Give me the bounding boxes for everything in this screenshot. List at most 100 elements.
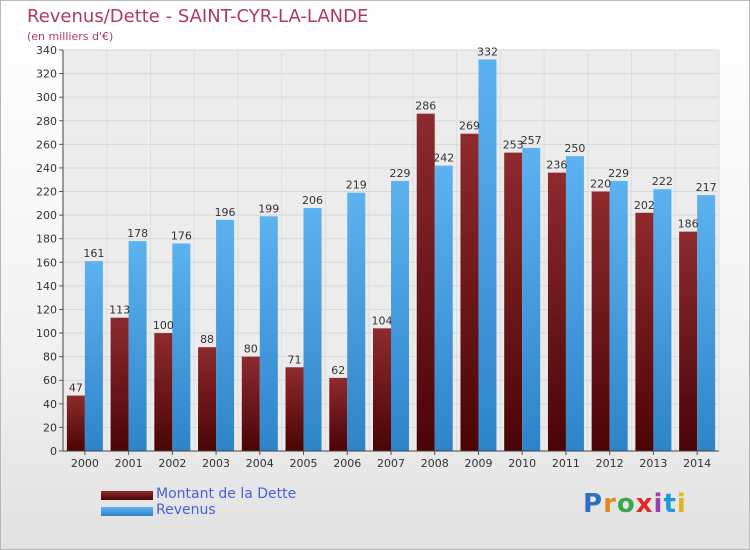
x-tick-label: 2007: [377, 457, 405, 470]
bar-revenus: [609, 180, 628, 451]
legend-swatch-revenus: [101, 507, 153, 516]
y-tick-label: 80: [43, 351, 57, 364]
bar-revenus: [347, 192, 366, 452]
data-label-revenus: 229: [390, 167, 411, 180]
proxiti-logo: Proxiti: [583, 489, 687, 519]
data-label-revenus: 222: [652, 175, 673, 188]
bar-dette: [241, 356, 260, 451]
data-label-dette: 269: [459, 120, 480, 133]
y-tick-label: 340: [36, 44, 57, 57]
data-label-revenus: 257: [521, 134, 542, 147]
x-tick-label: 2014: [683, 457, 711, 470]
x-tick-label: 2008: [421, 457, 449, 470]
logo-letter: i: [653, 489, 664, 519]
chart-subtitle: (en milliers d'€): [27, 30, 114, 43]
legend-label-revenus: Revenus: [156, 502, 216, 518]
logo-letter: P: [583, 489, 604, 519]
y-tick-label: 60: [43, 374, 57, 387]
bar-dette: [373, 328, 391, 451]
logo-letter: x: [635, 489, 654, 519]
logo-letter: o: [616, 489, 636, 519]
legend-swatch-dette: [101, 491, 153, 500]
x-tick-label: 2000: [71, 457, 99, 470]
y-tick-label: 260: [36, 138, 57, 151]
data-label-dette: 253: [503, 139, 524, 152]
x-tick-label: 2011: [552, 457, 580, 470]
logo-letter: r: [603, 489, 617, 519]
y-tick-label: 320: [36, 68, 57, 81]
bar-revenus: [216, 219, 235, 451]
data-label-dette: 88: [200, 333, 214, 346]
bar-dette: [591, 191, 610, 451]
bar-revenus: [128, 241, 147, 451]
bar-revenus: [84, 261, 103, 451]
data-label-revenus: 199: [258, 202, 279, 215]
data-label-revenus: 250: [564, 142, 585, 155]
y-tick-label: 180: [36, 233, 57, 246]
data-label-dette: 220: [590, 178, 611, 191]
data-label-revenus: 217: [696, 181, 717, 194]
data-label-dette: 47: [69, 382, 83, 395]
data-label-dette: 80: [244, 343, 258, 356]
y-tick-label: 300: [36, 91, 57, 104]
data-label-revenus: 176: [171, 229, 192, 242]
logo-letter: t: [663, 489, 677, 519]
bar-revenus: [522, 147, 541, 451]
x-tick-label: 2010: [508, 457, 536, 470]
bar-revenus: [653, 189, 672, 451]
bar-revenus: [565, 156, 584, 451]
x-tick-label: 2006: [333, 457, 361, 470]
data-label-revenus: 332: [477, 45, 498, 58]
bar-revenus: [434, 165, 453, 452]
data-label-revenus: 242: [433, 152, 454, 165]
bar-revenus: [697, 195, 716, 451]
data-label-revenus: 196: [215, 206, 236, 219]
bar-dette: [198, 347, 217, 451]
x-tick-label: 2004: [246, 457, 274, 470]
bar-revenus: [303, 208, 322, 451]
bar-dette: [416, 113, 435, 451]
data-label-dette: 71: [288, 353, 302, 366]
data-label-dette: 202: [634, 199, 655, 212]
bar-revenus: [172, 243, 191, 451]
logo-letter: i: [676, 489, 687, 519]
bar-dette: [635, 212, 654, 451]
y-tick-label: 20: [43, 421, 57, 434]
bar-revenus: [391, 180, 409, 451]
bar-dette: [329, 377, 348, 451]
bar-dette: [66, 395, 85, 451]
x-tick-label: 2002: [158, 457, 186, 470]
y-tick-label: 100: [36, 327, 57, 340]
data-label-dette: 286: [415, 100, 436, 113]
y-tick-label: 40: [43, 398, 57, 411]
data-label-dette: 104: [372, 314, 393, 327]
legend-label-dette: Montant de la Dette: [156, 486, 297, 502]
y-tick-label: 140: [36, 280, 57, 293]
bar-dette: [460, 133, 479, 452]
y-tick-label: 0: [50, 445, 57, 458]
data-label-revenus: 219: [346, 179, 367, 192]
bar-dette: [285, 367, 304, 451]
bar-revenus: [478, 59, 497, 451]
bar-dette: [154, 333, 173, 451]
bar-dette: [679, 231, 698, 451]
bar-dette: [504, 152, 523, 451]
bar-dette: [110, 317, 129, 451]
x-tick-label: 2012: [596, 457, 624, 470]
y-tick-label: 200: [36, 209, 57, 222]
x-tick-label: 2013: [639, 457, 667, 470]
y-tick-label: 280: [36, 115, 57, 128]
chart-title: Revenus/Dette - SAINT-CYR-LA-LANDE: [27, 6, 369, 27]
y-tick-label: 220: [36, 186, 57, 199]
data-label-dette: 113: [109, 304, 130, 317]
x-tick-label: 2003: [202, 457, 230, 470]
bar-dette: [547, 172, 566, 452]
data-label-revenus: 229: [608, 167, 629, 180]
data-label-dette: 236: [546, 159, 567, 172]
y-tick-label: 160: [36, 256, 57, 269]
x-tick-label: 2009: [464, 457, 492, 470]
y-tick-label: 120: [36, 303, 57, 316]
data-label-dette: 186: [678, 218, 699, 231]
